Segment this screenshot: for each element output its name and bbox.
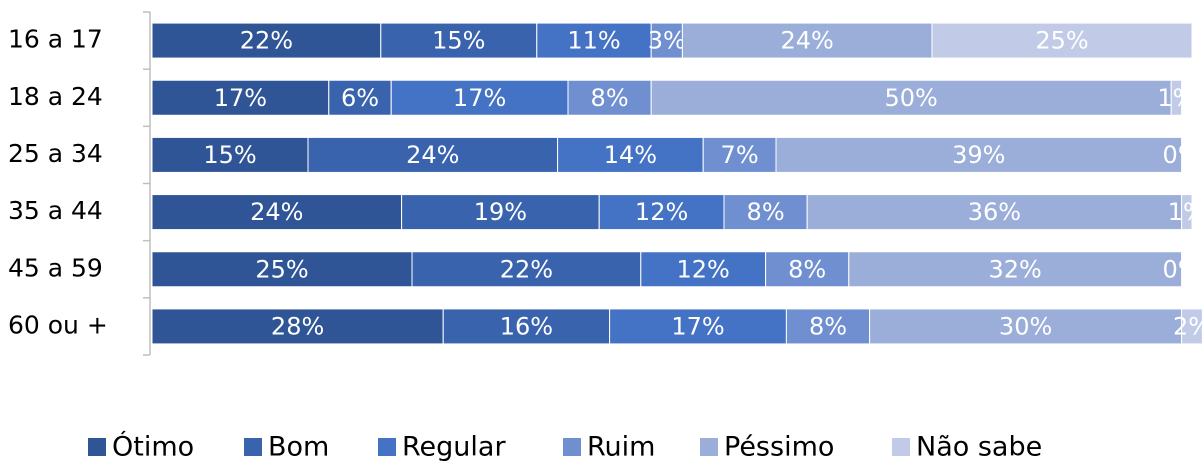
bar-segment [557, 136, 704, 173]
value-label: 15% [432, 27, 485, 55]
value-label: 0% [1163, 141, 1201, 169]
value-label: 8% [809, 312, 847, 340]
bar-segment [848, 251, 1183, 288]
category-label: 25 a 34 [8, 139, 103, 168]
bar-segment [390, 79, 569, 116]
category-label: 18 a 24 [8, 82, 103, 111]
category-label: 45 a 59 [8, 253, 103, 282]
value-label: 0% [1163, 255, 1201, 283]
legend-label: Ótimo [112, 431, 194, 463]
bar-segment [609, 308, 787, 345]
bar-segment [598, 194, 725, 231]
value-label: 1% [1157, 84, 1195, 112]
value-label: 28% [271, 312, 324, 340]
value-label: 11% [567, 27, 620, 55]
value-label: 39% [952, 141, 1005, 169]
bar-segment [442, 308, 611, 345]
value-label: 32% [989, 255, 1042, 283]
value-label: 3% [648, 27, 686, 55]
value-label: 25% [1035, 27, 1088, 55]
bar-segment [640, 251, 767, 288]
category-label: 16 a 17 [8, 25, 103, 54]
bar-segment [151, 194, 403, 231]
bar-segment [151, 79, 330, 116]
bar-segment [380, 22, 538, 59]
value-label: 17% [453, 84, 506, 112]
bar-segment [702, 136, 777, 173]
legend-swatch [244, 438, 262, 456]
value-label: 14% [604, 141, 657, 169]
bar-segment [151, 308, 444, 345]
legend-label: Péssimo [724, 432, 834, 463]
value-label: 24% [250, 198, 303, 226]
legend-swatch [378, 438, 396, 456]
legend-swatch [700, 438, 718, 456]
category-label: 35 a 44 [8, 196, 103, 225]
value-label: 2% [1173, 312, 1203, 340]
value-label: 16% [500, 312, 553, 340]
bar-segment [765, 251, 850, 288]
value-label: 8% [591, 84, 629, 112]
value-label: 24% [406, 141, 459, 169]
bar-segment [151, 136, 309, 173]
value-label: 19% [474, 198, 527, 226]
legend-swatch [88, 438, 106, 456]
legend-label: Bom [268, 432, 329, 463]
bar-segment [931, 22, 1193, 59]
value-label: 12% [635, 198, 688, 226]
bar-segment [401, 194, 600, 231]
bar-segment [151, 22, 382, 59]
value-label: 8% [788, 255, 826, 283]
value-label: 17% [214, 84, 267, 112]
value-label: 6% [341, 84, 379, 112]
bar-segment [869, 308, 1183, 345]
value-label: 8% [747, 198, 785, 226]
bar-segment [151, 251, 413, 288]
legend-label: Não sabe [916, 432, 1042, 463]
value-label: 36% [968, 198, 1021, 226]
bar-segment [1181, 308, 1203, 345]
bar-segment [1181, 194, 1193, 231]
value-label: 22% [240, 27, 293, 55]
bar-segment [806, 194, 1183, 231]
value-label: 12% [677, 255, 730, 283]
bar-segment [411, 251, 642, 288]
legend-label: Ruim [587, 432, 655, 463]
value-label: 24% [781, 27, 834, 55]
bar-segment [307, 136, 559, 173]
bar-segment [328, 79, 392, 116]
bar-segment [1170, 79, 1183, 116]
value-label: 1% [1168, 198, 1203, 226]
legend-swatch [892, 438, 910, 456]
legend-swatch [563, 438, 581, 456]
value-label: 50% [885, 84, 938, 112]
value-label: 15% [203, 141, 256, 169]
value-label: 17% [671, 312, 724, 340]
value-label: 25% [255, 255, 308, 283]
legend-label: Regular [402, 432, 506, 463]
value-label: 30% [999, 312, 1052, 340]
bar-segment [775, 136, 1183, 173]
category-label: 60 ou + [8, 310, 108, 339]
value-label: 7% [721, 141, 759, 169]
bar-segment [650, 79, 1172, 116]
value-label: 22% [500, 255, 553, 283]
